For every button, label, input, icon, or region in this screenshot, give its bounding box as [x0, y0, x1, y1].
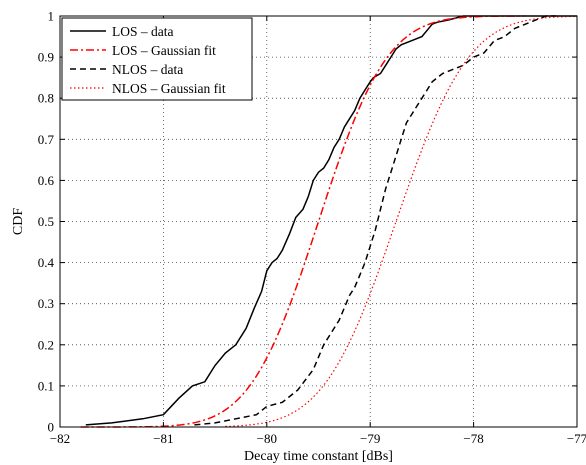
x-tick-label: −78 — [463, 431, 483, 446]
y-tick-label: 0.8 — [38, 91, 54, 106]
series-line-3 — [194, 15, 557, 426]
legend-label: NLOS – Gaussian fit — [112, 81, 226, 96]
legend-label: NLOS – data — [112, 62, 183, 77]
series-line-2 — [80, 15, 526, 428]
y-tick-label: 0.5 — [38, 214, 54, 229]
y-tick-label: 0.9 — [38, 50, 54, 65]
y-axis-label: CDF — [11, 208, 26, 235]
series-layer — [80, 15, 577, 428]
x-tick-label: −80 — [257, 431, 277, 446]
y-tick-label: 0.3 — [38, 296, 54, 311]
y-tick-label: 0.6 — [38, 173, 55, 188]
x-tick-label: −79 — [360, 431, 380, 446]
y-tick-label: 0.7 — [38, 132, 55, 147]
y-tick-label: 1 — [48, 9, 55, 24]
series-line-4 — [225, 15, 577, 427]
x-tick-label: −82 — [50, 431, 70, 446]
tick-labels: −82 −81 −80 −79 −78 −77 0 0.1 0.2 0.3 0.4 0.5 0.6 0.7… — [38, 9, 586, 447]
legend-label: LOS – data — [112, 24, 174, 39]
series-line-1 — [85, 15, 577, 426]
y-tick-label: 0.4 — [38, 255, 55, 270]
x-tick-label: −77 — [567, 431, 586, 446]
legend-label: LOS – Gaussian fit — [112, 43, 216, 58]
y-tick-label: 0 — [48, 420, 55, 435]
y-tick-label: 0.1 — [38, 378, 54, 393]
y-tick-label: 0.2 — [38, 337, 54, 352]
x-axis-label: Decay time constant [dBs] — [244, 449, 393, 464]
legend: LOS – data LOS – Gaussian fit NLOS – data N… — [61, 17, 253, 101]
x-tick-label: −81 — [153, 431, 173, 446]
